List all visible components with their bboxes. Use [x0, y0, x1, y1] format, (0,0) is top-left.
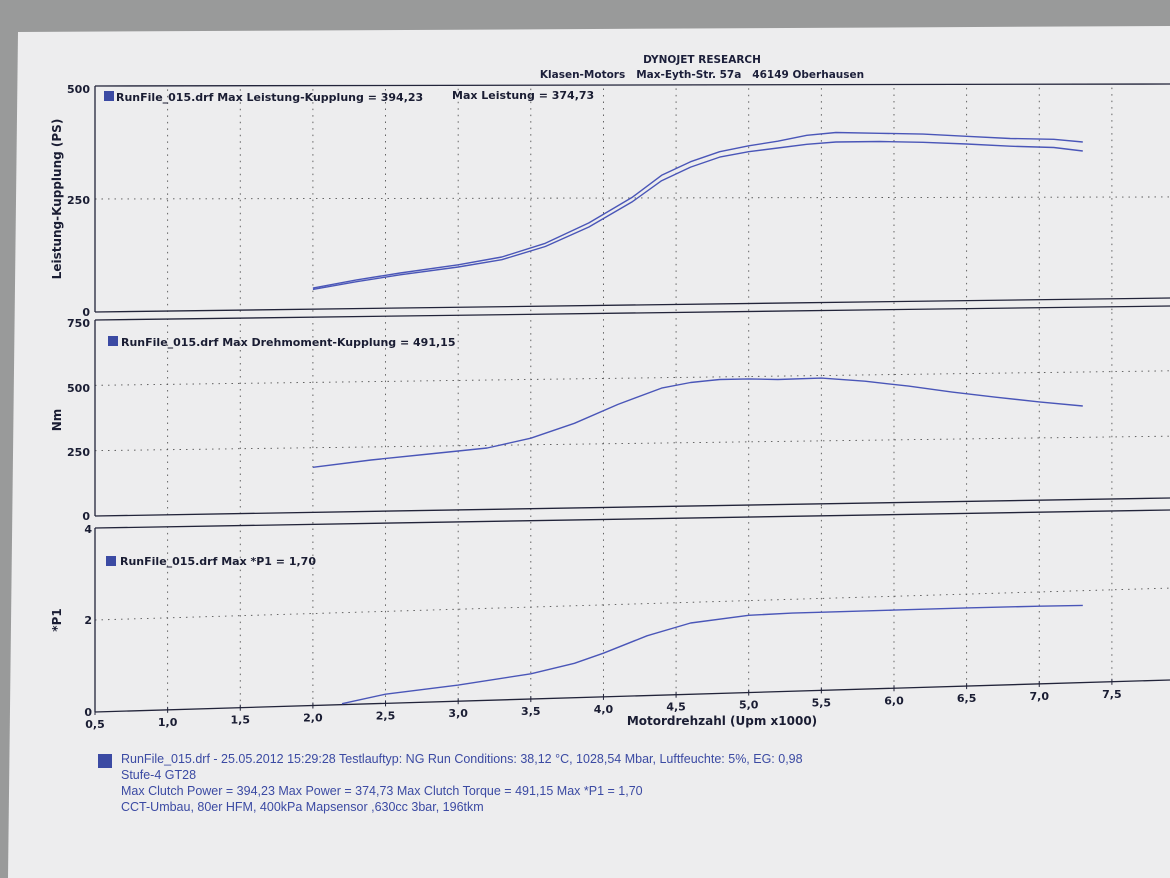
x-tick-label: 2,5 — [376, 709, 396, 722]
p1-chart-panel: 4 2 0 *P1 RunFile_015.drf Max *P1 = 1,70… — [50, 497, 1170, 731]
power-legend-max: Max Leistung = 374,73 — [452, 89, 594, 102]
p1-frame-bottom — [94, 679, 1170, 713]
x-axis-label: Motordrehzahl (Upm x1000) — [627, 714, 817, 728]
footer-line-4: CCT-Umbau, 80er HFM, 400kPa Mapsensor ,6… — [121, 800, 484, 814]
x-tick-label: 7,5 — [1102, 688, 1122, 701]
x-tick-label: 3,0 — [448, 707, 468, 720]
torque-legend-swatch — [108, 336, 118, 346]
power-chart-panel: 500 250 0 Leistung-Kupplung (PS) RunFile… — [50, 83, 1170, 319]
p1-ytick-2: 2 — [84, 614, 92, 627]
x-tick-label: 0,5 — [85, 718, 105, 731]
power-ytick-0: 0 — [82, 306, 90, 319]
p1-legend-swatch — [106, 556, 116, 566]
torque-ylabel: Nm — [50, 409, 64, 432]
x-tick-label: 4,0 — [594, 703, 614, 716]
torque-ytick-250: 250 — [67, 446, 90, 459]
power-legend-clutch: RunFile_015.drf Max Leistung-Kupplung = … — [116, 91, 423, 104]
x-tick-label: 7,0 — [1030, 690, 1050, 703]
footer-block: RunFile_015.drf - 25.05.2012 15:29:28 Te… — [98, 752, 803, 814]
x-tick-label: 5,5 — [812, 696, 832, 709]
torque-frame-bottom — [94, 497, 1170, 517]
x-tick-label: 2,0 — [303, 712, 323, 725]
power-frame-bottom — [94, 297, 1170, 313]
p1-frame-top — [94, 509, 1170, 529]
footer-line-2: Stufe-4 GT28 — [121, 768, 196, 782]
power-ytick-500: 500 — [67, 83, 90, 96]
p1-ytick-4: 4 — [84, 523, 92, 536]
torque-ytick-0: 0 — [82, 510, 90, 523]
p1-ytick-0: 0 — [84, 706, 92, 719]
torque-legend: RunFile_015.drf Max Drehmoment-Kupplung … — [121, 336, 455, 349]
header-company: DYNOJET RESEARCH — [643, 54, 761, 66]
torque-chart-panel: 750 500 250 0 Nm RunFile_015.drf Max Dre… — [50, 305, 1170, 523]
torque-series-1-line — [312, 377, 1083, 468]
footer-swatch — [98, 754, 112, 768]
power-series-1-line — [312, 131, 1083, 289]
power-ylabel: Leistung-Kupplung (PS) — [50, 119, 64, 280]
torque-ytick-750: 750 — [67, 317, 90, 330]
x-tick-label: 5,0 — [739, 699, 759, 712]
paper-sheet — [8, 26, 1170, 878]
p1-legend: RunFile_015.drf Max *P1 = 1,70 — [120, 555, 316, 568]
power-ytick-250: 250 — [67, 194, 90, 207]
p1-ylabel: *P1 — [50, 608, 64, 631]
power-series-2-line — [312, 140, 1083, 291]
power-legend-swatch — [104, 91, 114, 101]
x-tick-label: 3,5 — [521, 705, 541, 718]
p1-series-1-line — [341, 604, 1083, 705]
torque-frame-top — [94, 305, 1170, 321]
footer-line-1: RunFile_015.drf - 25.05.2012 15:29:28 Te… — [121, 752, 803, 766]
x-tick-label: 6,5 — [957, 692, 977, 705]
power-frame-top — [94, 83, 1170, 87]
header-address: Klasen-Motors Max-Eyth-Str. 57a 46149 Ob… — [540, 69, 864, 81]
x-tick-label: 6,0 — [884, 694, 904, 707]
x-tick-label: 4,5 — [666, 701, 686, 714]
x-tick-label: 1,0 — [158, 716, 178, 729]
torque-ytick-500: 500 — [67, 382, 90, 395]
x-tick-label: 1,5 — [231, 714, 251, 727]
footer-line-3: Max Clutch Power = 394,23 Max Power = 37… — [121, 784, 643, 798]
